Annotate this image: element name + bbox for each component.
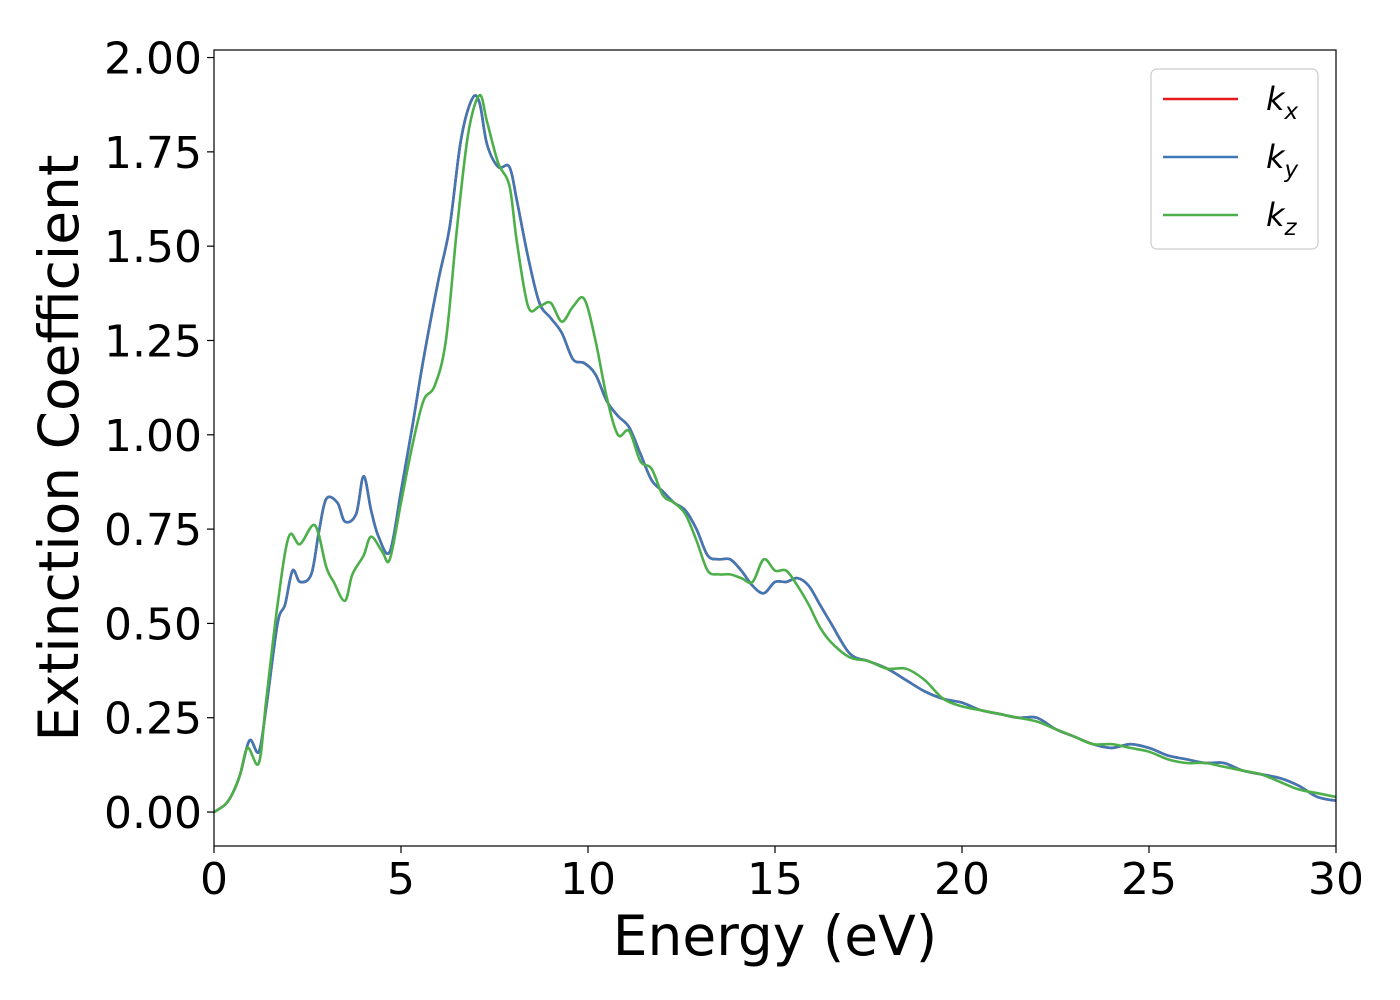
x-axis-title: Energy (eV) [613, 904, 937, 968]
y-tick-label: 1.75 [104, 128, 202, 179]
y-tick-label: 2.00 [104, 34, 202, 85]
y-tick-label: 1.50 [104, 222, 202, 273]
legend-label-kx: kx [1266, 80, 1299, 125]
x-axis: 0 5 10 15 20 25 30 [200, 846, 1364, 905]
x-tick-label: 10 [560, 854, 616, 905]
series-layer [214, 93, 1336, 814]
y-tick-label: 1.00 [104, 411, 202, 462]
y-axis-title: Extinction Coefficient [27, 155, 91, 742]
x-tick-label: 0 [200, 854, 228, 905]
x-tick-label: 5 [387, 854, 415, 905]
y-tick-label: 0.25 [104, 694, 202, 745]
x-tick-label: 30 [1308, 854, 1364, 905]
y-tick-label: 0.50 [104, 599, 202, 650]
x-tick-label: 20 [934, 854, 990, 905]
legend-label-ky: ky [1266, 138, 1299, 183]
series-line-kz [214, 93, 1336, 814]
legend-box [1150, 68, 1319, 250]
y-tick-label: 0.75 [104, 505, 202, 556]
y-tick-label: 0.00 [104, 788, 202, 839]
legend-label-kz: kz [1266, 196, 1298, 241]
y-tick-label: 1.25 [104, 316, 202, 367]
x-tick-label: 15 [747, 854, 803, 905]
legend: kx ky kz [1150, 68, 1319, 250]
x-tick-label: 25 [1121, 854, 1177, 905]
y-axis: 0.00 0.25 0.50 0.75 1.00 1.25 1.50 1.75 2.00 [104, 34, 214, 839]
